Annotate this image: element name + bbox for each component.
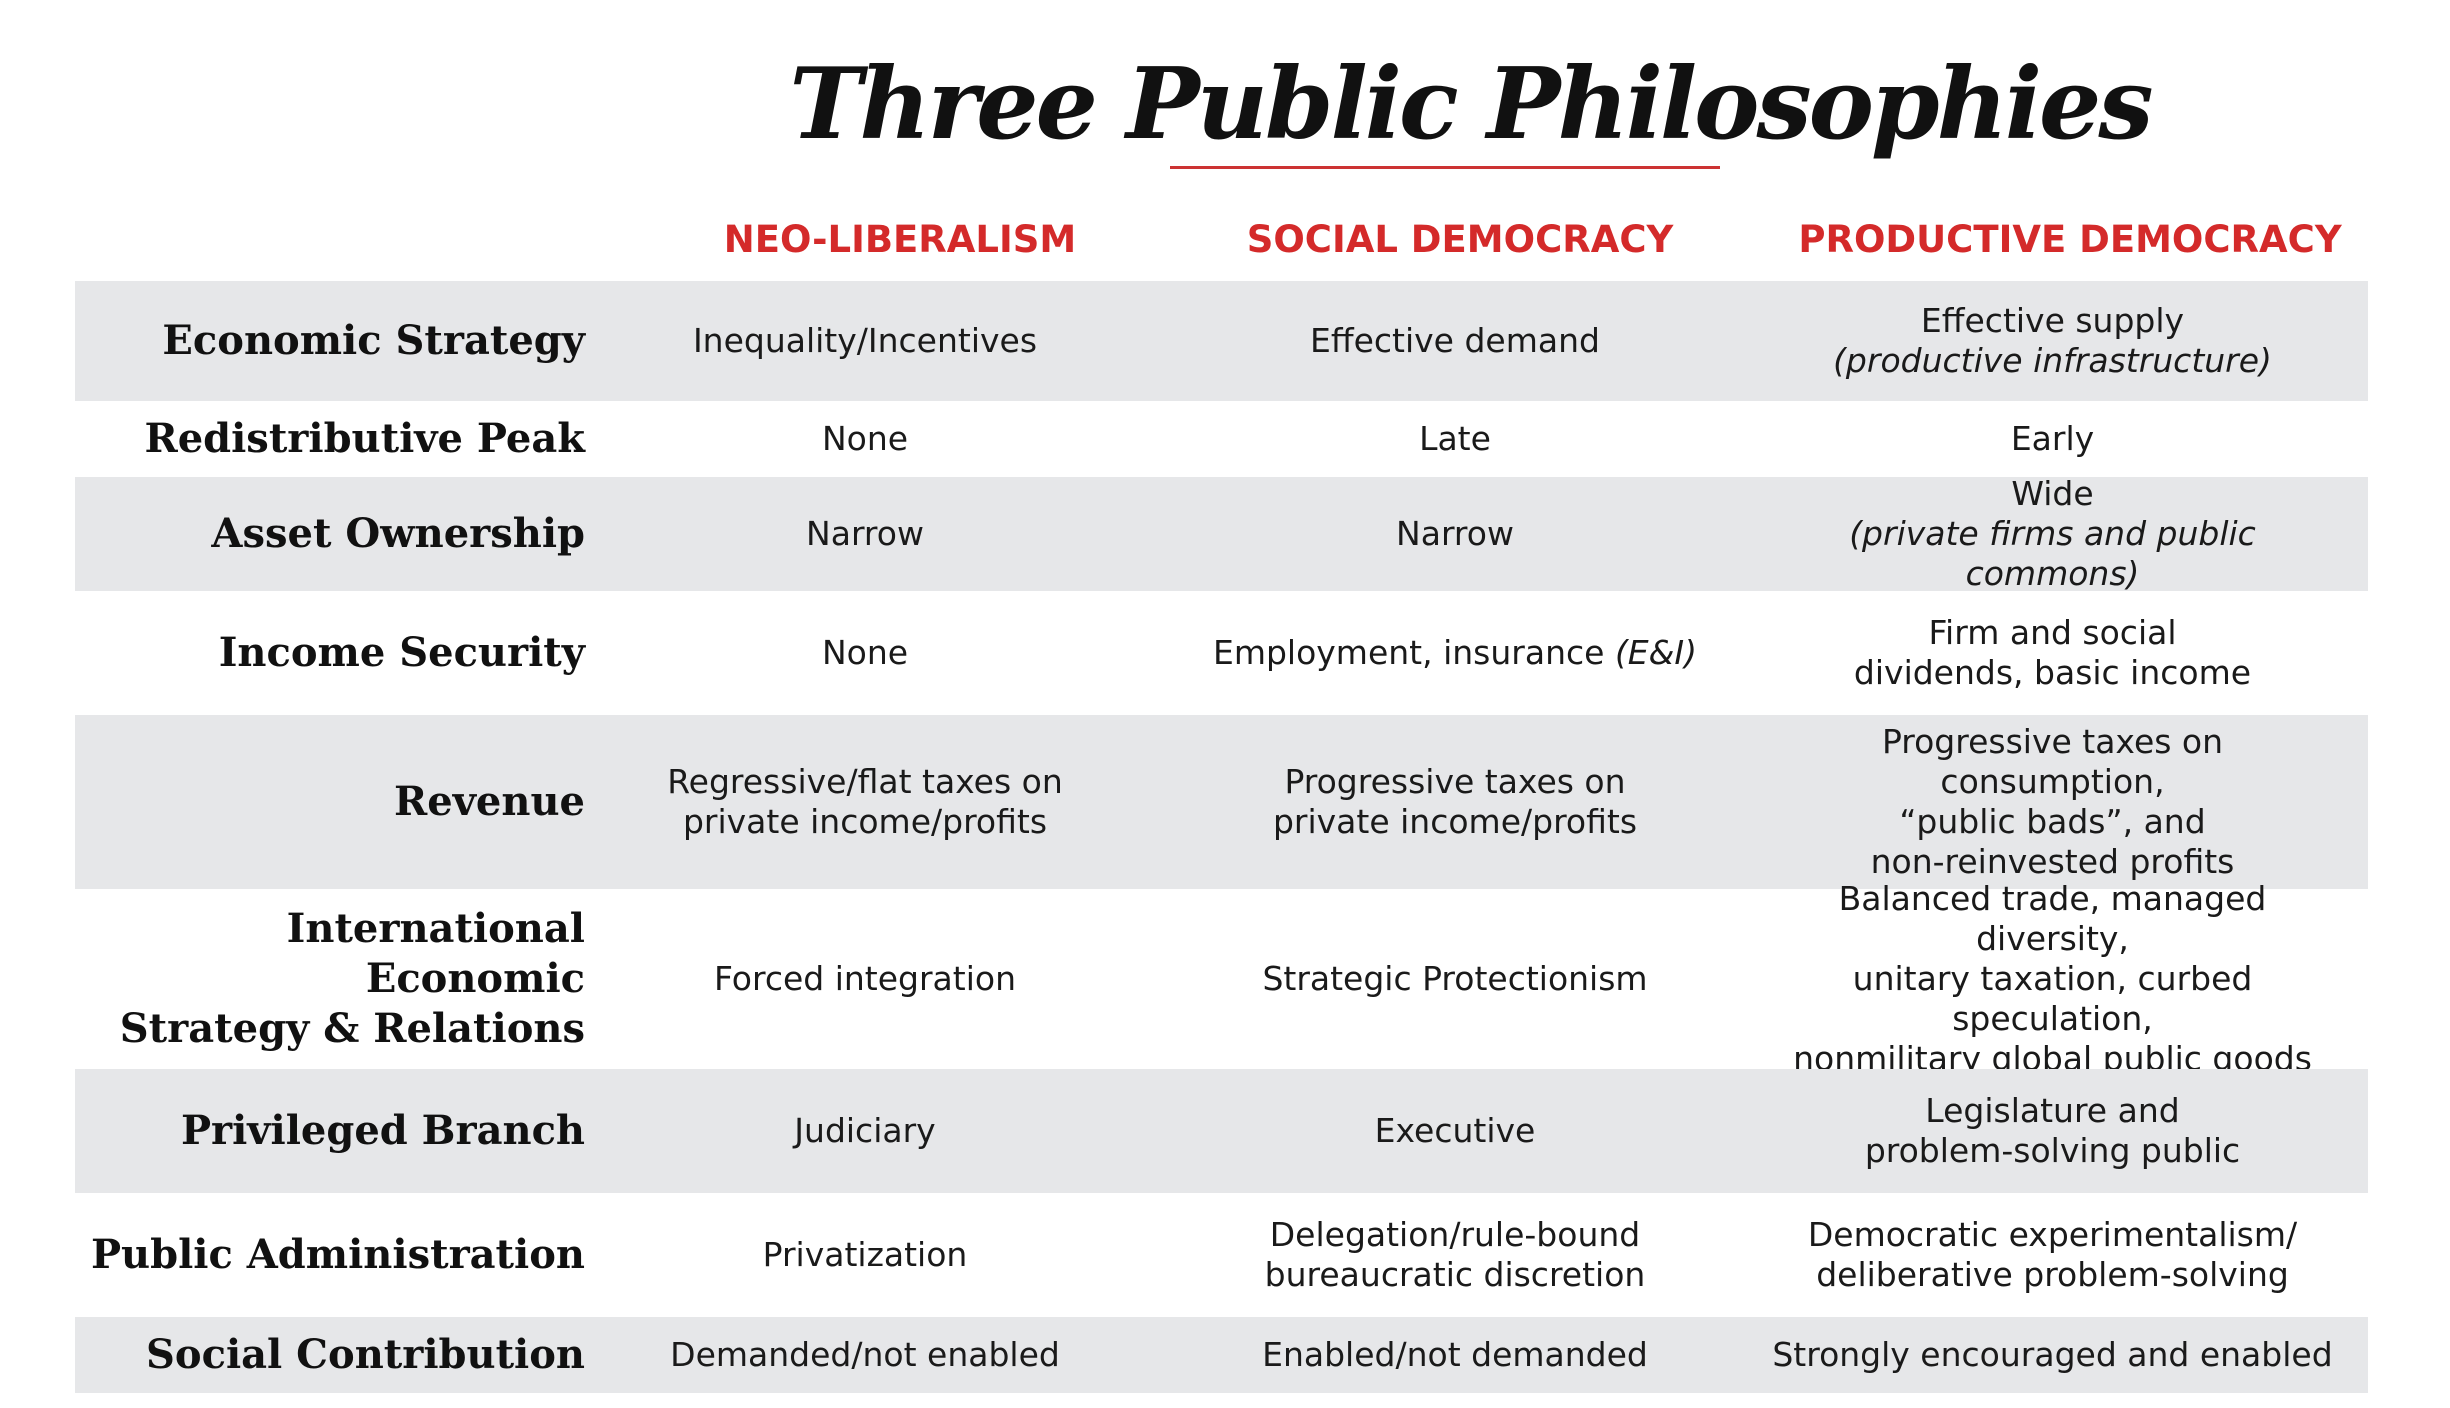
cell-neo-liberalism: Judiciary (794, 1111, 936, 1150)
table-row-asset-ownership: Asset Ownership Narrow Narrow Wide (priva… (75, 474, 2368, 593)
row-label: Redistributive Peak (144, 415, 585, 462)
row-label: Public Administration (90, 1231, 585, 1278)
table-row-income-security: Income Security None Employment, insuran… (75, 591, 2368, 715)
column-header-productive-democracy: PRODUCTIVE DEMOCRACY (1798, 218, 2342, 261)
cell-productive-democracy: Progressive taxes on consumption, “public… (1870, 722, 2235, 881)
cell-productive-democracy: Legislature and problem-solving public (1864, 1091, 2241, 1170)
row-label: Revenue (394, 778, 585, 825)
cell-productive-democracy: Strongly encouraged and enabled (1772, 1335, 2333, 1374)
row-label: Income Security (218, 629, 585, 676)
cell-social-democracy: Late (1419, 419, 1491, 458)
cell-neo-liberalism: Forced integration (714, 959, 1016, 998)
cell-neo-liberalism: Inequality/Incentives (692, 321, 1038, 360)
title-underline (1170, 166, 1720, 169)
column-header-social-democracy: SOCIAL DEMOCRACY (1246, 218, 1674, 261)
cell-productive-democracy: Democratic experimentalism/deliberative … (1807, 1215, 2298, 1294)
table-row-public-administration: Public Administration Privatization Dele… (75, 1193, 2368, 1317)
cell-neo-liberalism: Privatization (762, 1235, 968, 1274)
cell-social-democracy: Effective demand (1310, 321, 1600, 360)
cell-productive-democracy: Balanced trade, managed diversity, unitar… (1793, 879, 2312, 1078)
table-row-economic-strategy: Economic Strategy Inequality/Incentives … (75, 281, 2368, 401)
table-row-privileged-branch: Privileged Branch Judiciary Executive Le… (75, 1069, 2368, 1193)
cell-social-democracy: Strategic Protectionism (1262, 959, 1648, 998)
row-label: International Economic Strategy & Relatio… (119, 905, 585, 1052)
cell-social-democracy: Enabled/not demanded (1262, 1335, 1648, 1374)
cell-social-democracy: Employment, insurance (E&I) (1212, 633, 1698, 672)
cell-neo-liberalism: Demanded/not enabled (670, 1335, 1060, 1374)
row-label: Social Contribution (146, 1331, 585, 1378)
table-row-redistributive-peak: Redistributive Peak None Late Early (75, 401, 2368, 477)
page-title: Three Public Philosophies (789, 47, 2153, 162)
column-header-neo-liberalism: NEO-LIBERALISM (723, 218, 1077, 261)
row-label: Economic Strategy (162, 317, 585, 364)
cell-neo-liberalism: None (821, 419, 909, 458)
table-row-social-contribution: Social Contribution Demanded/not enabled… (75, 1317, 2368, 1393)
table-row-revenue: Revenue Regressive/flat taxes on private … (75, 715, 2368, 889)
cell-social-democracy: Narrow (1396, 514, 1514, 553)
cell-productive-democracy: Firm and social dividends, basic income (1853, 613, 2252, 692)
cell-social-democracy: Delegation/rule-bound bureaucratic discre… (1264, 1215, 1646, 1294)
cell-social-democracy: Executive (1374, 1111, 1536, 1150)
cell-neo-liberalism: Regressive/flat taxes on private income/p… (667, 762, 1063, 841)
cell-productive-democracy: Early (2010, 419, 2095, 458)
cell-neo-liberalism: None (821, 633, 909, 672)
philosophy-table: Economic Strategy Inequality/Incentives … (75, 281, 2368, 1393)
cell-neo-liberalism: Narrow (806, 514, 924, 553)
row-label: Privileged Branch (180, 1107, 585, 1154)
table-row-international-economic-strategy: International Economic Strategy & Relatio… (75, 879, 2368, 1078)
row-label: Asset Ownership (211, 510, 585, 557)
cell-productive-democracy: Wide (private firms and public commons) (1849, 474, 2256, 593)
cell-productive-democracy: Effective supply (productive infrastructu… (1833, 301, 2272, 380)
cell-social-democracy: Progressive taxes on private income/profi… (1272, 762, 1638, 841)
